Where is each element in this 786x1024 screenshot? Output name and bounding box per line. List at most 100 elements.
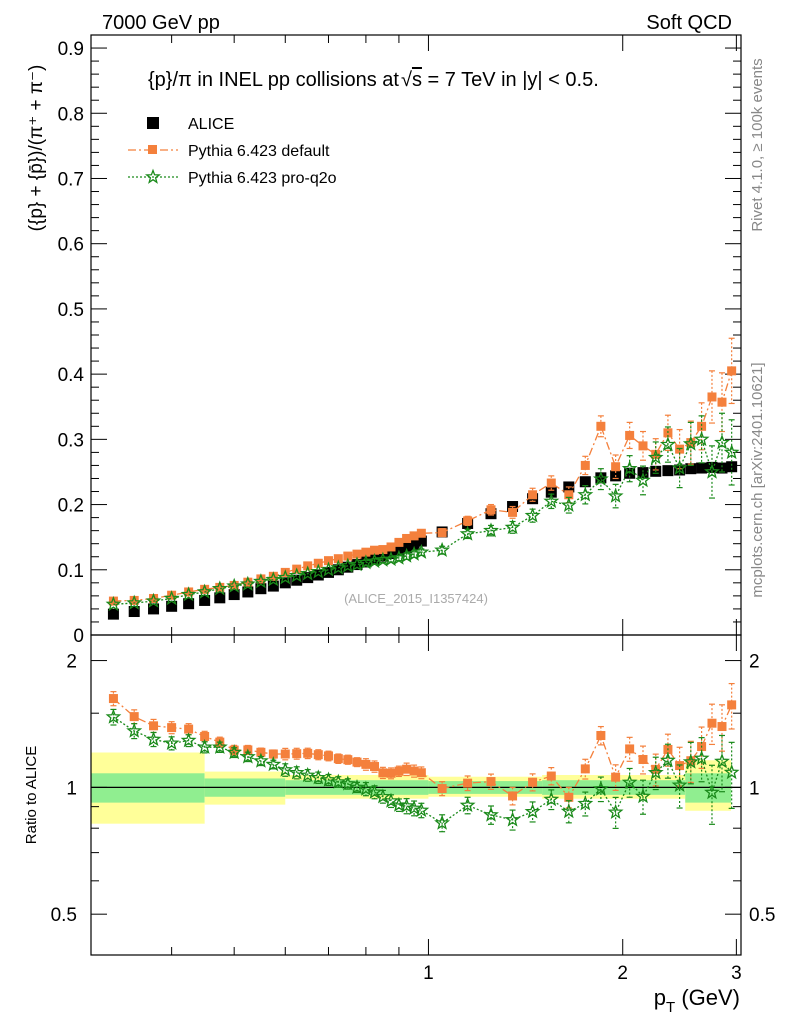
legend-marker-pythia-proq2o	[145, 168, 161, 184]
pythia-default-ratio-point	[717, 722, 727, 732]
pythia-proq2o-ratio-point	[226, 744, 243, 760]
pythia-proq2o-ratio-point	[145, 731, 162, 747]
pythia-default-data-point	[580, 460, 590, 470]
pythia-proq2o-data-point	[483, 522, 499, 538]
main-y-tick-label: 0.3	[58, 430, 84, 451]
pythia-default-data-point	[323, 556, 333, 566]
pythia-proq2o-data-point	[607, 487, 624, 503]
pythia-proq2o-ratio-point	[723, 764, 740, 780]
pythia-proq2o-ratio-point	[320, 771, 337, 787]
pythia-proq2o-data-point	[145, 592, 162, 608]
pythia-proq2o-data-point	[320, 561, 337, 577]
pythia-proq2o-ratio-point	[714, 753, 730, 769]
pythia-default-data-point	[129, 595, 139, 605]
pythia-default-data-point	[717, 397, 727, 407]
pythia-default-data-point	[409, 531, 419, 541]
pythia-default-ratio-point	[200, 731, 210, 741]
alice-data-point	[332, 564, 344, 576]
pythia-proq2o-ratio-point	[459, 796, 476, 813]
pythia-proq2o-ratio-point	[406, 799, 423, 815]
pythia-default-ratio-point	[546, 771, 556, 781]
pythia-proq2o-ratio-point	[211, 738, 228, 755]
alice-data-point	[662, 465, 674, 477]
pythia-default-data-point	[378, 545, 388, 555]
pythia-proq2o-data-point	[413, 543, 430, 559]
main-y-tick-label: 0.6	[58, 235, 84, 256]
pythia-default-data-point	[546, 478, 556, 488]
alice-data-point	[148, 603, 160, 615]
pythia-proq2o-ratio-point	[621, 773, 638, 789]
pythia-default-data-point	[463, 516, 473, 526]
pythia-proq2o-ratio-point	[592, 780, 609, 796]
pythia-proq2o-ratio-point	[693, 750, 710, 766]
pythia-default-ratio-point	[333, 754, 343, 764]
pythia-proq2o-data-point	[682, 435, 699, 451]
pythia-proq2o-data-point	[180, 586, 197, 602]
pythia-default-ratio-point	[638, 754, 648, 764]
pythia-proq2o-ratio-point	[383, 792, 399, 808]
pythia-default-ratio-point	[437, 784, 447, 794]
rivet-version-label: Rivet 4.1.0, ≥ 100k events	[749, 58, 766, 231]
alice-data-point	[279, 577, 291, 589]
pythia-proq2o-ratio-point	[357, 780, 374, 796]
legend-marker-pythia-default	[148, 145, 157, 154]
legend-label-pythia-proq2o: Pythia 6.423 pro-q2o	[188, 170, 337, 187]
pythia-proq2o-data-point	[577, 486, 594, 502]
pythia-default-data-point	[370, 545, 380, 555]
alice-data-point	[726, 461, 738, 473]
pythia-proq2o-data-point	[560, 496, 577, 513]
pythia-proq2o-data-point	[374, 551, 391, 567]
alice-data-point	[107, 608, 119, 620]
pythia-proq2o-data-point	[434, 541, 451, 558]
pythia-default-ratio-point	[727, 700, 737, 710]
pythia-default-ratio-point	[416, 768, 426, 778]
pythia-default-ratio-point	[256, 747, 266, 757]
pythia-proq2o-data-point	[459, 525, 476, 541]
x-tick-label: 1	[423, 963, 434, 984]
pythia-proq2o-data-point	[226, 577, 243, 593]
pythia-default-ratio-point	[129, 712, 139, 722]
alice-data-point	[214, 592, 226, 604]
legend-label-pythia-default: Pythia 6.423 default	[188, 143, 330, 160]
pythia-proq2o-data-point	[524, 507, 541, 523]
pythia-default-ratio-point	[686, 756, 696, 766]
main-y-axis: 0 0.1 0.2 0.3 0.4 0.5 0.6 0.7 0.8 0.9	[58, 39, 741, 647]
alice-data-point	[267, 580, 279, 592]
alice-data-point	[242, 586, 254, 598]
pythia-proq2o-data-point	[288, 567, 305, 583]
pythia-proq2o-ratio-point	[560, 803, 577, 819]
pythia-proq2o-ratio-point	[543, 791, 560, 807]
pythia-default-data-point	[402, 533, 412, 543]
ratio-y-tick-label: 2	[66, 652, 77, 673]
x-tick-label: 3	[731, 963, 742, 984]
pythia-proq2o-data-point	[635, 472, 651, 488]
main-series-layer	[105, 337, 740, 620]
alice-data-point	[545, 486, 557, 498]
pythia-default-ratio-point	[292, 749, 302, 759]
alice-data-point	[579, 476, 591, 488]
main-y-tick-label: 0	[73, 626, 84, 647]
pythia-proq2o-ratio-point	[330, 773, 347, 789]
pythia-default-ratio-point	[361, 759, 371, 769]
alice-data-point	[228, 589, 240, 601]
plot-title: {p}/π in INEL pp collisions at √s = 7 TeV…	[148, 69, 599, 91]
pythia-default-ratio-point	[596, 731, 606, 741]
pythia-proq2o-data-point	[714, 434, 730, 450]
main-y-tick-label: 0.9	[58, 39, 84, 60]
pythia-default-ratio-point	[303, 748, 313, 758]
pythia-default-data-point	[229, 580, 239, 590]
pythia-default-data-point	[697, 421, 707, 431]
pythia-default-data-point	[638, 441, 648, 451]
pythia-proq2o-data-point	[211, 580, 228, 596]
alice-data-point	[199, 594, 211, 606]
ratio-y-tick-label: 0.5	[51, 905, 77, 926]
header-energy-label: 7000 GeV pp	[102, 12, 220, 34]
pythia-default-data-point	[243, 577, 253, 587]
pythia-proq2o-ratio-point	[483, 806, 499, 822]
pythia-proq2o-data-point	[277, 569, 294, 585]
pythia-proq2o-ratio-point	[180, 732, 197, 748]
pythia-default-data-point	[313, 558, 323, 568]
pythia-proq2o-ratio-point	[265, 756, 282, 772]
pythia-proq2o-data-point	[383, 550, 399, 567]
pythia-proq2o-ratio-point	[390, 796, 407, 812]
